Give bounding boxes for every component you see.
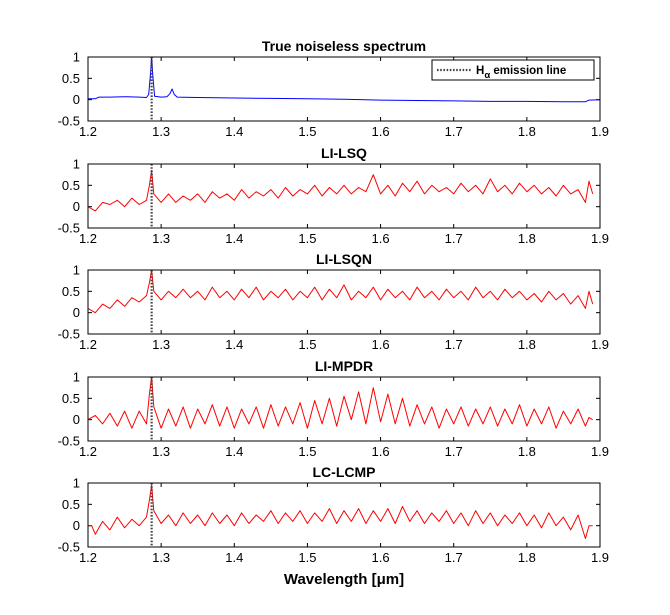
y-tick-label: 0.5 xyxy=(62,284,80,299)
x-tick-label: 1.8 xyxy=(518,231,536,246)
x-tick-label: 1.6 xyxy=(372,550,390,565)
x-tick-label: 1.6 xyxy=(372,444,390,459)
y-tick-label: -0.5 xyxy=(58,434,80,449)
x-tick-label: 1.4 xyxy=(225,124,243,139)
axes-box xyxy=(87,269,601,335)
y-tick-label: 0 xyxy=(73,92,80,107)
legend-label: Hα emission line xyxy=(476,65,566,81)
x-tick-label: 1.7 xyxy=(445,337,463,352)
x-tick-label: 1.5 xyxy=(298,124,316,139)
x-axis-label: Wavelength [μm] xyxy=(284,571,404,588)
x-tick-label: 1.6 xyxy=(372,231,390,246)
x-tick-label: 1.5 xyxy=(298,444,316,459)
axes-box xyxy=(87,163,601,229)
series-line xyxy=(88,56,601,103)
x-tick-label: 1.8 xyxy=(518,337,536,352)
panel-title: LI-MPDR xyxy=(315,358,373,374)
y-tick-label: -0.5 xyxy=(58,221,80,236)
y-tick-label: 0 xyxy=(73,199,80,214)
panel-title: LI-LSQ xyxy=(321,145,367,161)
x-tick-label: 1.9 xyxy=(591,444,609,459)
y-tick-label: 1 xyxy=(73,157,80,172)
panel-1: True noiseless spectrum 1.2 1.3 1.4 1.5 1.6 1.… xyxy=(58,38,609,139)
series-line xyxy=(88,484,593,539)
x-tick-label: 1.3 xyxy=(152,444,170,459)
x-tick-label: 1.7 xyxy=(445,124,463,139)
panel-5: LC-LCMP 1.2 1.3 1.4 1.5 1.6 1.7 1.8 1.9 1 0.5 0 -0.5 xyxy=(58,464,609,565)
panel-2: LI-LSQ 1.2 1.3 1.4 1.5 1.6 1.7 1.8 1.9 1 0.5 0 -0.5 xyxy=(58,145,609,246)
x-tick-label: 1.7 xyxy=(445,550,463,565)
x-tick-label: 1.2 xyxy=(79,444,97,459)
y-tick-label: -0.5 xyxy=(58,114,80,129)
x-tick-label: 1.8 xyxy=(518,444,536,459)
x-tick-label: 1.6 xyxy=(372,337,390,352)
x-tick-label: 1.3 xyxy=(152,124,170,139)
axes-box xyxy=(87,482,601,548)
x-tick-label: 1.9 xyxy=(591,231,609,246)
x-tick-label: 1.9 xyxy=(591,337,609,352)
y-tick-label: 1 xyxy=(73,370,80,385)
x-tick-label: 1.5 xyxy=(298,337,316,352)
panel-3: LI-LSQN 1.2 1.3 1.4 1.5 1.6 1.7 1.8 1.9 1 0.5 0 -0.5 xyxy=(58,251,609,352)
x-tick-label: 1.9 xyxy=(591,550,609,565)
x-tick-label: 1.9 xyxy=(591,124,609,139)
x-tick-label: 1.4 xyxy=(225,337,243,352)
panel-title: True noiseless spectrum xyxy=(262,38,426,54)
x-tick-label: 1.8 xyxy=(518,124,536,139)
x-tick-label: 1.4 xyxy=(225,231,243,246)
x-tick-label: 1.3 xyxy=(152,550,170,565)
y-tick-label: 0.5 xyxy=(62,391,80,406)
y-tick-label: 1 xyxy=(73,50,80,65)
y-tick-label: 0.5 xyxy=(62,178,80,193)
y-tick-label: -0.5 xyxy=(58,327,80,342)
y-tick-label: 0.5 xyxy=(62,71,80,86)
x-tick-label: 1.3 xyxy=(152,337,170,352)
y-tick-label: 1 xyxy=(73,263,80,278)
panel-title: LI-LSQN xyxy=(316,251,372,267)
axes-box xyxy=(87,56,601,122)
legend-box xyxy=(431,59,595,81)
x-tick-label: 1.5 xyxy=(298,550,316,565)
axes-box xyxy=(87,376,601,442)
y-tick-label: 0.5 xyxy=(62,497,80,512)
series-line xyxy=(87,269,594,314)
x-tick-label: 1.5 xyxy=(298,231,316,246)
x-tick-label: 1.4 xyxy=(225,550,243,565)
x-tick-label: 1.2 xyxy=(79,337,97,352)
y-tick-label: 1 xyxy=(73,476,80,491)
x-tick-label: 1.2 xyxy=(79,231,97,246)
x-tick-label: 1.7 xyxy=(445,444,463,459)
panel-title: LC-LCMP xyxy=(313,464,376,480)
x-tick-label: 1.2 xyxy=(79,550,97,565)
series-line xyxy=(87,376,593,429)
x-tick-label: 1.4 xyxy=(225,444,243,459)
legend: Hα emission line xyxy=(431,59,595,81)
panel-4: LI-MPDR 1.2 1.3 1.4 1.5 1.6 1.7 1.8 1.9 1 0.5 0 -0.5 xyxy=(58,358,609,459)
x-tick-label: 1.8 xyxy=(518,550,536,565)
x-tick-label: 1.3 xyxy=(152,231,170,246)
y-tick-label: -0.5 xyxy=(58,540,80,555)
x-tick-label: 1.6 xyxy=(372,124,390,139)
y-tick-label: 0 xyxy=(73,305,80,320)
y-tick-label: 0 xyxy=(73,518,80,533)
y-tick-label: 0 xyxy=(73,412,80,427)
x-tick-label: 1.2 xyxy=(79,124,97,139)
series-line xyxy=(87,169,594,212)
x-tick-label: 1.7 xyxy=(445,231,463,246)
